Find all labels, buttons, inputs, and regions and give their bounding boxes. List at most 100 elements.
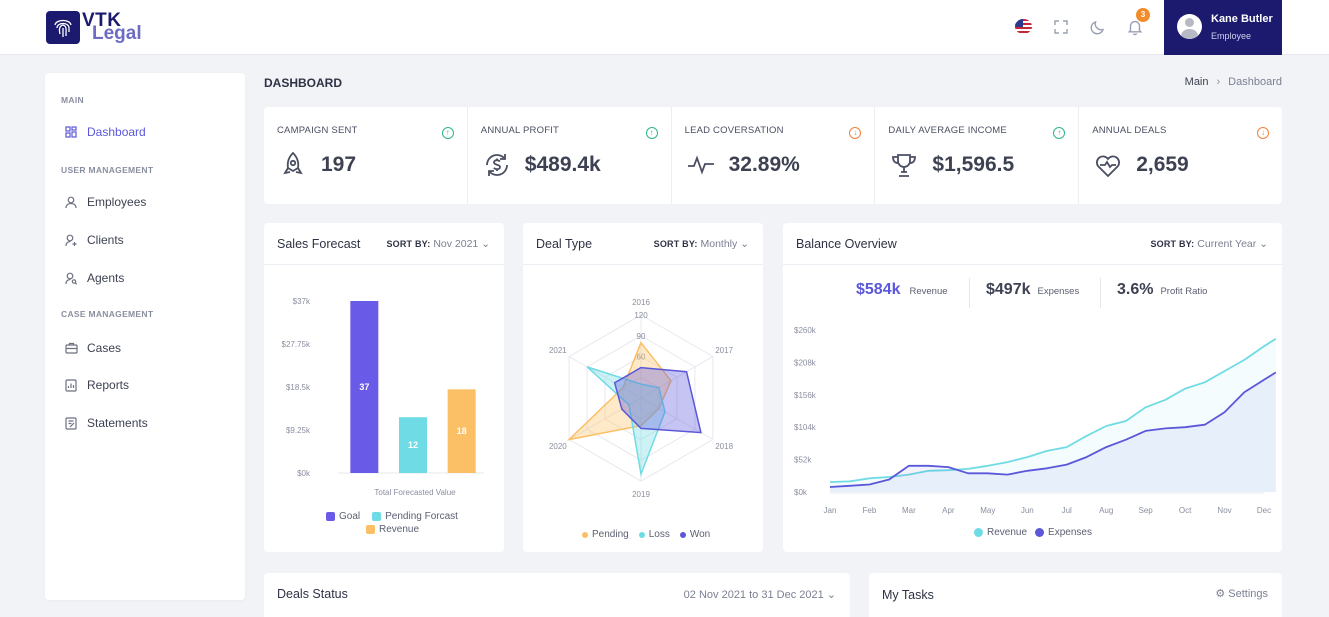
sort-by-value: Current Year xyxy=(1197,238,1257,250)
card-header: Sales Forecast SORT BY: Nov 2021 ⌄ xyxy=(264,223,504,265)
bell-icon[interactable] xyxy=(1126,18,1144,36)
brand-logo[interactable]: VTK Legal xyxy=(46,10,146,45)
date-range-dropdown[interactable]: 02 Nov 2021 to 31 Dec 2021 ⌄ xyxy=(684,588,836,601)
x-tick-label: Aug xyxy=(1099,506,1113,515)
card-title: My Tasks xyxy=(882,588,934,602)
sidebar-item-agents[interactable]: Agents xyxy=(61,267,231,289)
brand-subname: Legal xyxy=(92,23,142,44)
breadcrumb-main[interactable]: Main xyxy=(1184,76,1209,88)
stat-label: Revenue xyxy=(909,286,948,297)
arrow-down-circle-icon: ↓ xyxy=(1256,127,1269,139)
kpi-card-annual-profit: ANNUAL PROFIT ↑ $489.4k xyxy=(468,107,672,204)
moon-icon[interactable] xyxy=(1089,18,1107,36)
user-role: Employee xyxy=(1211,31,1252,41)
kpi-card-annual-deals: ANNUAL DEALS ↓ 2,659 xyxy=(1079,107,1282,204)
user-menu[interactable]: Kane Butler Employee xyxy=(1164,0,1282,55)
sidebar-item-label: Employees xyxy=(87,195,147,209)
sort-by-dropdown[interactable]: SORT BY: Current Year ⌄ xyxy=(1150,238,1268,250)
sidebar-section-user-management: USER MANAGEMENT xyxy=(61,165,154,175)
bar xyxy=(350,301,379,473)
bar-data-label: 12 xyxy=(408,440,418,450)
kpi-card-campaign-sent: CAMPAIGN SENT ↑ 197 xyxy=(264,107,468,204)
radar-axis-label: 2017 xyxy=(715,346,733,355)
sidebar-item-dashboard[interactable]: Dashboard xyxy=(61,121,231,143)
radar-axis-label: 2019 xyxy=(632,490,650,499)
card-header: Deal Type SORT BY: Monthly ⌄ xyxy=(523,223,763,265)
chart-legend: Goal Pending Forcast xyxy=(326,511,458,522)
legend-label[interactable]: Expenses xyxy=(1048,527,1092,538)
kpi-label: CAMPAIGN SENT xyxy=(277,125,358,136)
sidebar-item-label: Statements xyxy=(87,416,148,430)
user-name: Kane Butler xyxy=(1211,13,1273,25)
settings-button[interactable]: ⚙ Settings xyxy=(1215,587,1268,600)
top-header: VTK Legal 3 Kane Butler Employee xyxy=(0,0,1329,55)
legend-label[interactable]: Revenue xyxy=(987,527,1028,538)
sidebar-item-statements[interactable]: Statements xyxy=(61,412,231,434)
x-tick-label: Feb xyxy=(863,506,877,515)
radar-axis-label: 2020 xyxy=(549,442,567,451)
radar-tick-label: 90 xyxy=(637,332,646,341)
legend-label[interactable]: Pending Forcast xyxy=(385,511,458,522)
sort-by-dropdown[interactable]: SORT BY: Nov 2021 ⌄ xyxy=(386,238,490,250)
stat-expenses: $497k Expenses xyxy=(986,281,1079,299)
legend-label[interactable]: Loss xyxy=(648,529,670,540)
radar-series-loss xyxy=(586,366,666,477)
x-tick-label: Mar xyxy=(902,506,916,515)
radar-series-pending xyxy=(566,341,672,441)
sidebar-item-reports[interactable]: Reports xyxy=(61,374,231,396)
bar-data-label: 18 xyxy=(457,426,467,436)
legend-dot xyxy=(638,531,645,538)
arrow-up-circle-icon: ↑ xyxy=(441,127,454,139)
y-tick-label: $260k xyxy=(794,326,817,335)
chevron-down-icon: ⌄ xyxy=(1259,238,1268,250)
date-range-value: 02 Nov 2021 to 31 Dec 2021 xyxy=(683,589,824,601)
sidebar-item-clients[interactable]: Clients xyxy=(61,229,231,251)
kpi-value: $489.4k xyxy=(524,153,601,176)
legend-label[interactable]: Revenue xyxy=(379,524,420,535)
sidebar-item-label: Agents xyxy=(87,271,125,285)
stat-revenue: $584k Revenue xyxy=(856,281,948,299)
deals-status-card: Deals Status 02 Nov 2021 to 31 Dec 2021 … xyxy=(264,573,850,617)
legend-dot xyxy=(1035,528,1045,537)
stat-value: $497k xyxy=(986,281,1031,298)
user-search-icon xyxy=(65,271,79,285)
my-tasks-card: My Tasks ⚙ Settings xyxy=(869,573,1282,617)
legend-label[interactable]: Pending xyxy=(592,529,629,540)
radar-tick-label: 60 xyxy=(637,353,646,362)
y-tick-label: $0k xyxy=(794,488,808,497)
x-tick-label: Jan xyxy=(824,506,837,515)
x-tick-label: Apr xyxy=(942,506,955,515)
sidebar-item-cases[interactable]: Cases xyxy=(61,337,231,359)
radar-spoke xyxy=(568,356,642,399)
legend-label[interactable]: Goal xyxy=(339,511,361,522)
y-tick-label: $52k xyxy=(794,456,812,465)
us-flag-icon[interactable] xyxy=(1015,19,1032,34)
legend-label[interactable]: Won xyxy=(689,529,711,540)
y-tick-label: $37k xyxy=(293,297,311,306)
sidebar-item-employees[interactable]: Employees xyxy=(61,191,231,213)
deal-type-card: Deal Type SORT BY: Monthly ⌄ 2016 2017 201… xyxy=(523,223,763,552)
chart-legend-2: Revenue xyxy=(366,524,419,535)
x-tick-label: Oct xyxy=(1179,506,1192,515)
chart-legend: Pending Loss Won xyxy=(582,529,710,540)
divider xyxy=(969,278,970,308)
radar-axis-label: 2021 xyxy=(549,346,567,355)
kpi-card-lead-conversation: LEAD COVERSATION ↓ 32.89% xyxy=(672,107,876,204)
page-title: DASHBOARD xyxy=(264,76,342,90)
kpi-label: ANNUAL DEALS xyxy=(1092,125,1167,136)
chevron-down-icon: ⌄ xyxy=(826,589,836,601)
y-tick-label: $104k xyxy=(794,423,817,432)
balance-area-chart: $0k $52k $104k $156k $208k $260k Jan Feb Mar Apr M… xyxy=(794,326,1277,515)
sort-by-label: SORT BY: xyxy=(386,239,431,249)
sort-by-dropdown[interactable]: SORT BY: Monthly ⌄ xyxy=(654,238,749,250)
fullscreen-icon[interactable] xyxy=(1052,18,1070,36)
stat-value: $584k xyxy=(856,281,901,298)
kpi-label: ANNUAL PROFIT xyxy=(480,125,560,136)
kpi-label: LEAD COVERSATION xyxy=(684,125,784,136)
notification-badge: 3 xyxy=(1136,8,1150,22)
legend-dot xyxy=(974,528,983,537)
settings-label: Settings xyxy=(1228,588,1268,600)
arrow-up-circle-icon: ↑ xyxy=(1053,127,1066,139)
balance-overview-card: Balance Overview SORT BY: Current Year ⌄… xyxy=(783,223,1282,552)
sidebar-item-label: Clients xyxy=(87,233,124,247)
